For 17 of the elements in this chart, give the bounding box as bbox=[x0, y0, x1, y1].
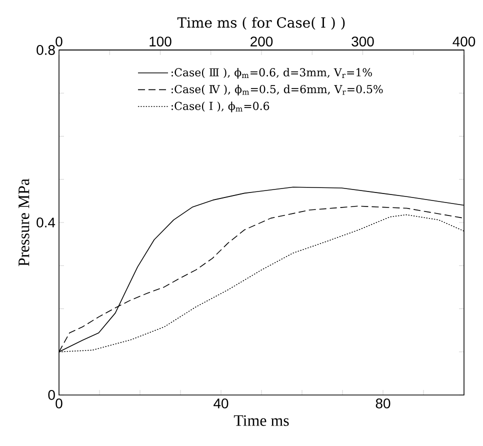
x2-tick-label: 100 bbox=[150, 36, 172, 46]
y-tick-label: 0.8 bbox=[36, 45, 55, 55]
y-tick-label: 0.4 bbox=[36, 218, 56, 228]
x2-tick-label: 400 bbox=[452, 36, 476, 46]
legend-label: :Case( Ⅰ ), ϕ$_{m}$=0.6 bbox=[172, 102, 270, 112]
y-tick-label: 0 bbox=[48, 390, 55, 400]
x-tick-label: 40 bbox=[214, 398, 228, 408]
y-axis-title: Pressure MPa bbox=[18, 178, 30, 266]
x2-axis-title: Time ms ( for Case( Ⅰ ) ) bbox=[177, 16, 345, 30]
x-tick-label: 0 bbox=[56, 398, 62, 408]
x2-tick-label: 200 bbox=[250, 36, 273, 46]
x-tick-label: 80 bbox=[376, 398, 390, 408]
x2-tick-label: 300 bbox=[352, 36, 374, 46]
legend-label: :Case( Ⅲ ), ϕ$_{m}$=0.6, d=3mm, V$_{r}$=1% bbox=[172, 68, 372, 79]
x-axis-title: Time ms bbox=[234, 415, 289, 426]
legend-label: :Case( Ⅳ ), ϕ$_{m}$=0.5, d=6mm, V$_{r}$=0.5% bbox=[172, 84, 383, 96]
x2-tick-label: 0 bbox=[56, 36, 62, 46]
